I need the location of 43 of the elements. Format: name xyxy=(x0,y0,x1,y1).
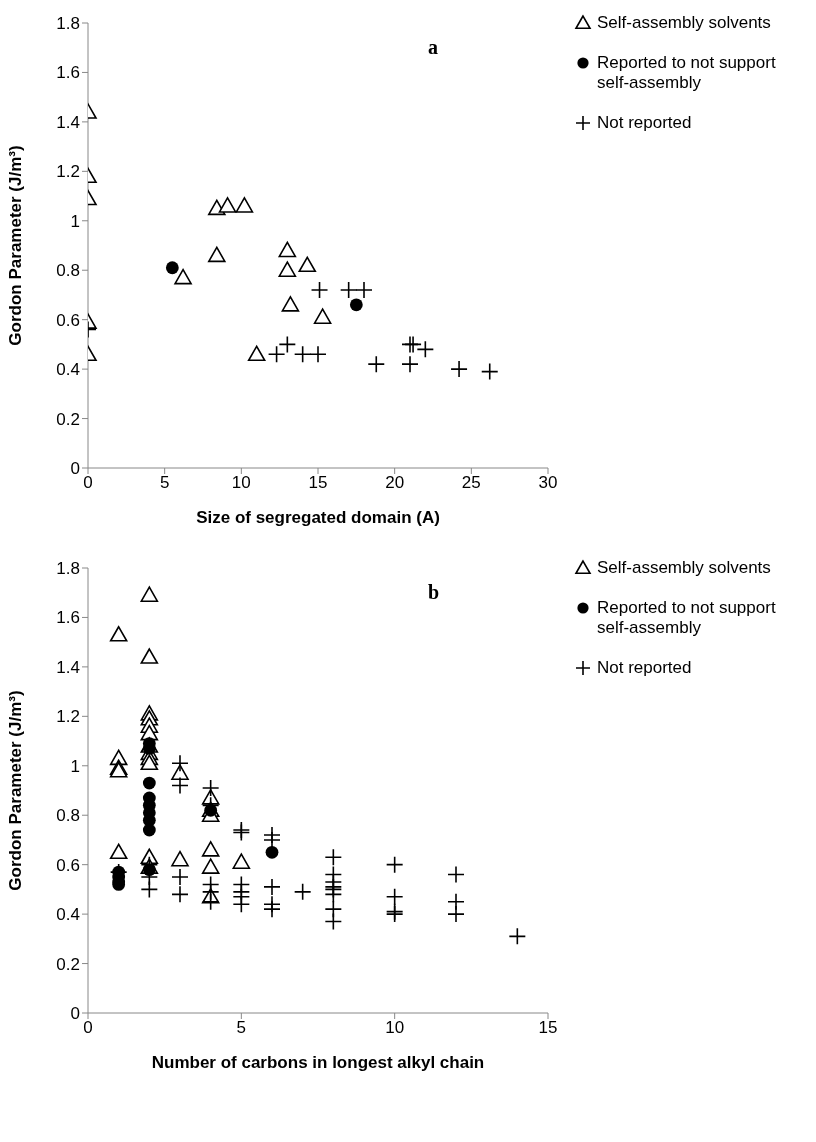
legend-label: Not reported xyxy=(597,658,692,678)
x-axis-title: Size of segregated domain (A) xyxy=(196,508,440,527)
x-tick-label: 5 xyxy=(159,473,170,493)
legend-label: Not reported xyxy=(597,113,692,133)
x-axis-title: Number of carbons in longest alkyl chain xyxy=(151,1053,485,1072)
y-tick-label: 0.2 xyxy=(56,954,80,974)
y-tick-label: 0 xyxy=(70,459,80,479)
x-tick-label: 0 xyxy=(83,1018,93,1038)
text: a xyxy=(428,36,438,59)
x-tick-label: 30 xyxy=(538,473,558,493)
x-tick-label: 15 xyxy=(538,1018,558,1038)
y-tick-label: 0.8 xyxy=(56,261,80,281)
x-tick-label: 0 xyxy=(83,473,93,493)
y-tick-label: 1 xyxy=(70,756,80,776)
x-tick-label: 5 xyxy=(236,1018,247,1038)
y-tick-label: 0.6 xyxy=(56,855,80,875)
x-tick-label: 10 xyxy=(231,473,251,493)
y-tick-label: 1.8 xyxy=(56,559,80,579)
y-tick-label: 0.2 xyxy=(56,409,80,429)
y-tick-label: 1.6 xyxy=(56,63,80,83)
x-tick-label: 15 xyxy=(308,473,328,493)
y-tick-label: 1.4 xyxy=(56,112,80,132)
x-tick-label: 20 xyxy=(385,473,405,493)
y-tick-label: 0.4 xyxy=(56,360,80,380)
y-tick-label: 0.8 xyxy=(56,806,80,826)
legend-label: Reported to not support self-assembly xyxy=(597,598,777,638)
legend-label: Reported to not support self-assembly xyxy=(597,53,777,93)
y-tick-label: 1.2 xyxy=(56,707,80,727)
x-tick-label: 10 xyxy=(385,1018,405,1038)
text: b xyxy=(428,581,440,604)
y-tick-label: 1.2 xyxy=(56,162,80,182)
y-tick-label: 1 xyxy=(70,211,80,231)
y-tick-label: 1.4 xyxy=(56,657,80,677)
x-tick-label: 25 xyxy=(461,473,481,493)
y-axis-title: Gordon Parameter (J/m³) xyxy=(6,690,26,891)
y-tick-label: 0 xyxy=(70,1004,80,1024)
legend-label: Self-assembly solvents xyxy=(597,13,771,33)
y-axis-title: Gordon Parameter (J/m³) xyxy=(6,145,26,346)
y-tick-label: 0.6 xyxy=(56,310,80,330)
y-tick-label: 1.8 xyxy=(56,14,80,34)
legend-label: Self-assembly solvents xyxy=(597,558,771,578)
y-tick-label: 1.6 xyxy=(56,608,80,628)
y-tick-label: 0.4 xyxy=(56,905,80,925)
